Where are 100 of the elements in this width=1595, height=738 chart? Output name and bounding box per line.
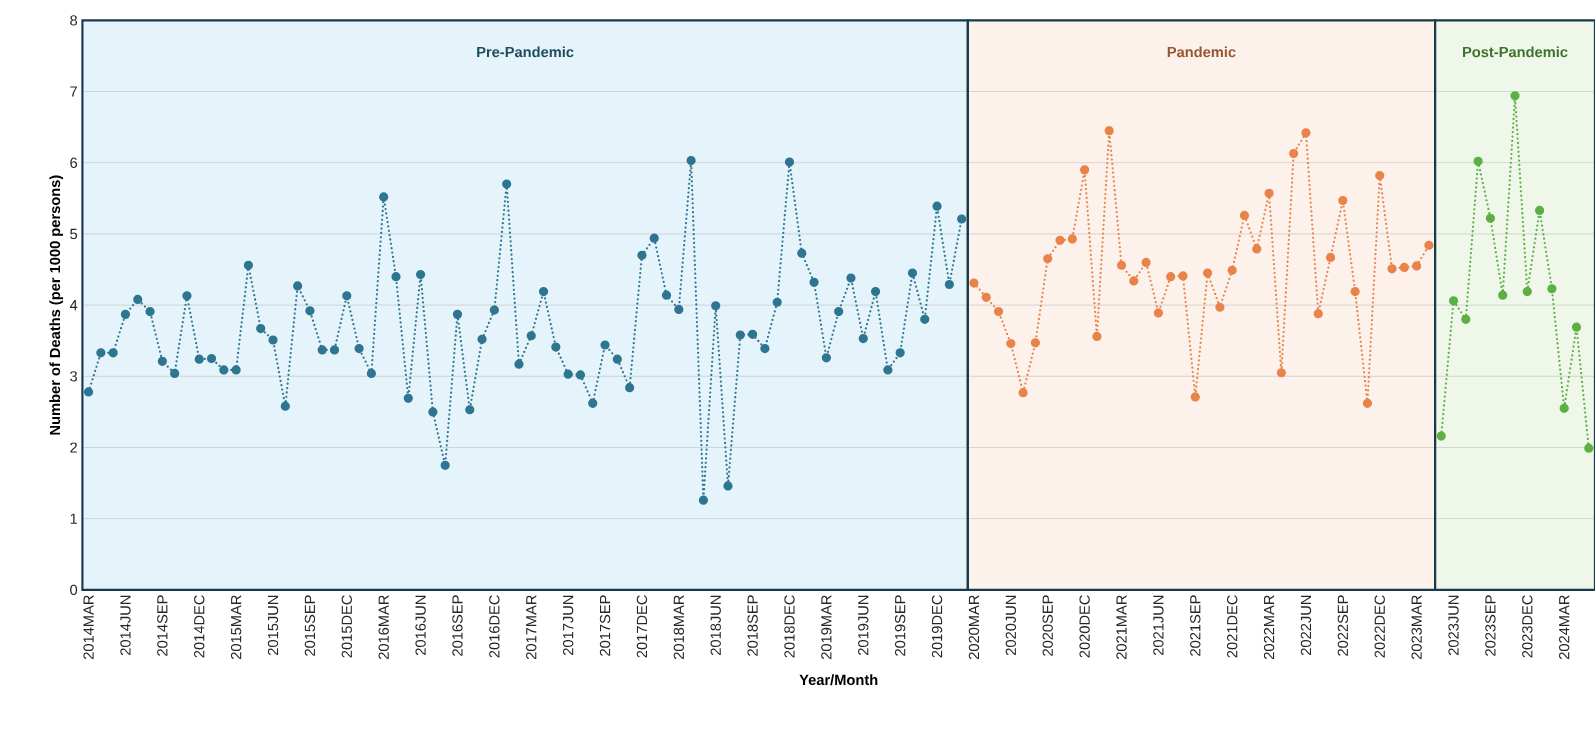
point (1436, 431, 1446, 441)
y-tick-label: 5 (70, 228, 78, 240)
x-tick-label: 2023SEP (1485, 595, 1496, 656)
point (1252, 244, 1262, 254)
y-tick-label: 1 (70, 513, 77, 524)
point (1153, 308, 1163, 318)
x-tick-label: 2019SEP (894, 595, 906, 656)
point (1412, 261, 1422, 271)
point (1276, 368, 1286, 378)
point (1030, 338, 1041, 348)
x-tick-label: 2020SEP (1042, 595, 1053, 656)
point (1498, 290, 1508, 300)
point (1387, 264, 1397, 274)
x-tick-label: 2022DEC (1374, 595, 1385, 658)
point (1510, 91, 1520, 101)
x-tick-label: 2021DEC (1227, 595, 1238, 658)
x-tick-label: 2015DEC (341, 595, 352, 658)
point (1116, 260, 1127, 270)
point (1141, 257, 1151, 268)
point (1190, 392, 1200, 402)
x-tick-label: 2021MAR (1116, 595, 1127, 660)
x-tick-label: 2022SEP (1337, 595, 1349, 656)
point (1104, 126, 1114, 136)
point (1055, 235, 1065, 245)
point (1325, 252, 1336, 263)
x-tick-label: 2014DEC (194, 595, 205, 658)
point (1166, 272, 1176, 282)
x-tick-label: 2022JUN (1300, 595, 1312, 655)
point (1534, 205, 1545, 216)
x-tick-label: 2016SEP (452, 595, 463, 656)
y-tick-label: 7 (70, 86, 77, 97)
x-tick-label: 2017JUN (562, 595, 574, 655)
point (1215, 302, 1225, 312)
x-tick-label: 2019JUN (858, 595, 869, 655)
point (1080, 165, 1090, 175)
x-tick-label: 2023DEC (1522, 595, 1533, 658)
point (1129, 276, 1139, 286)
point (1092, 331, 1102, 342)
x-tick-label: 2015MAR (230, 595, 242, 660)
x-tick-label: 2021SEP (1190, 595, 1201, 656)
point (1338, 195, 1348, 206)
point (1043, 254, 1053, 264)
point (1264, 188, 1274, 198)
x-tick-label: 2024MAR (1559, 595, 1570, 660)
point (1547, 284, 1557, 294)
point (1006, 338, 1016, 349)
x-tick-label: 2019MAR (821, 595, 832, 660)
point (1584, 443, 1594, 453)
point (1067, 234, 1077, 244)
x-tick-label: 2015JUN (267, 595, 279, 655)
point (1522, 286, 1532, 297)
point (1485, 213, 1496, 223)
x-tick-label: 2019DEC (931, 595, 943, 658)
y-tick-label: 3 (70, 371, 78, 382)
point (1473, 156, 1483, 166)
band-label: Pre-Pandemic (477, 46, 574, 58)
y-tick-label: 2 (70, 442, 77, 453)
point (1227, 265, 1237, 275)
point (1375, 170, 1385, 181)
point (1362, 398, 1373, 408)
band-label: Post-Pandemic (1463, 46, 1568, 58)
point (1202, 268, 1213, 278)
point (1289, 148, 1299, 159)
x-tick-label: 2014JUN (120, 595, 131, 655)
x-tick-label: 2016DEC (489, 595, 500, 658)
x-tick-label: 2018DEC (784, 595, 795, 658)
x-tick-label: 2018SEP (747, 595, 758, 656)
x-tick-label: 2017SEP (599, 595, 611, 656)
x-tick-label: 2016MAR (378, 595, 389, 660)
point (1571, 322, 1582, 332)
point (981, 292, 991, 302)
x-tick-label: 2017MAR (526, 595, 537, 660)
x-tick-label: 2023MAR (1411, 595, 1422, 660)
point (1424, 240, 1434, 250)
point (1301, 128, 1311, 138)
x-tick-label: 2017DEC (636, 595, 648, 658)
x-tick-label: 2020JUN (1005, 595, 1017, 655)
x-tick-label: 2020DEC (1079, 595, 1090, 658)
point (1018, 388, 1028, 398)
y-tick-label: 6 (70, 157, 78, 168)
point (1313, 309, 1323, 319)
y-axis-title: Number of Deaths (per 1000 persons) (49, 175, 64, 435)
point (1461, 314, 1471, 324)
x-tick-label: 2014SEP (157, 595, 168, 656)
x-tick-label: 2021JUN (1153, 595, 1164, 655)
x-tick-label: 2014MAR (83, 595, 94, 660)
point (1239, 210, 1250, 221)
x-tick-label: 2015SEP (304, 595, 316, 656)
y-tick-label: 8 (70, 15, 78, 26)
point (969, 278, 979, 288)
point (993, 306, 1004, 317)
point (1559, 403, 1569, 413)
point (1350, 286, 1360, 297)
band-label: Pandemic (1167, 46, 1236, 58)
point (1178, 271, 1188, 281)
x-tick-label: 2020MAR (968, 595, 980, 660)
x-tick-label: 2018JUN (710, 595, 721, 655)
x-tick-label: 2016JUN (415, 595, 426, 655)
point (1399, 262, 1409, 272)
y-tick-label: 0 (70, 584, 78, 596)
